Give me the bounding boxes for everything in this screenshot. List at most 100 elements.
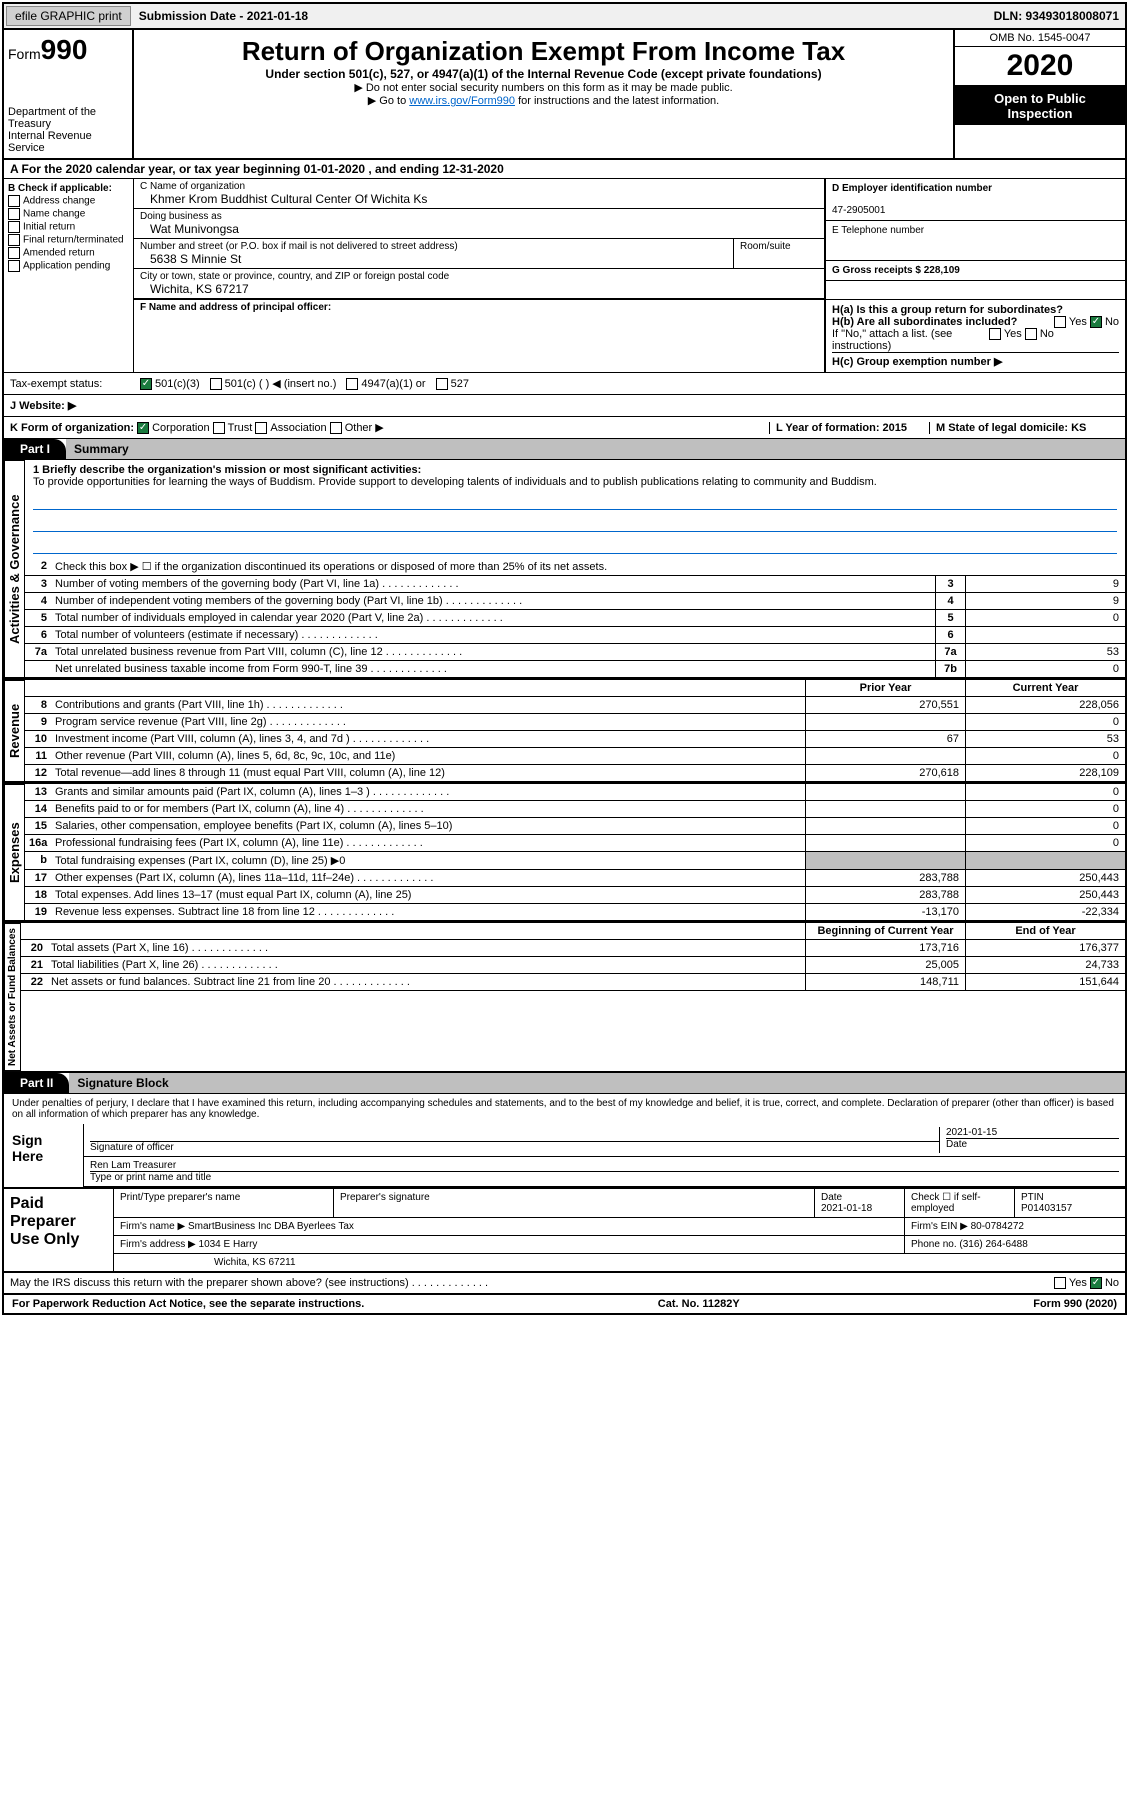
- prep-self-employed: Check ☐ if self-employed: [905, 1189, 1015, 1217]
- chk-4947[interactable]: [346, 378, 358, 390]
- prep-name-label: Print/Type preparer's name: [114, 1189, 334, 1217]
- chk-other[interactable]: [330, 422, 342, 434]
- instr-1: ▶ Do not enter social security numbers o…: [144, 81, 943, 94]
- line-22-end: 151,644: [965, 974, 1125, 990]
- chk-discuss-yes[interactable]: [1054, 1277, 1066, 1289]
- ha-label: H(a) Is this a group return for subordin…: [832, 304, 1063, 316]
- chk-ha-yes[interactable]: [1054, 316, 1066, 328]
- efile-button[interactable]: efile GRAPHIC print: [6, 6, 131, 26]
- form-number: 990: [41, 34, 88, 65]
- line-5-val: 0: [965, 610, 1125, 626]
- line-3-val: 9: [965, 576, 1125, 592]
- line-22-beg: 148,711: [805, 974, 965, 990]
- instr-2-post: for instructions and the latest informat…: [515, 95, 719, 107]
- line-11: Other revenue (Part VIII, column (A), li…: [51, 748, 805, 764]
- officer-name: Ren Lam Treasurer: [90, 1160, 176, 1171]
- line-16b: Total fundraising expenses (Part IX, col…: [51, 852, 805, 869]
- dba: Wat Munivongsa: [140, 222, 239, 236]
- city-state-zip: Wichita, KS 67217: [140, 282, 249, 296]
- line-7a: Total unrelated business revenue from Pa…: [51, 644, 935, 660]
- chk-501c3[interactable]: [140, 378, 152, 390]
- line-9-current: 0: [965, 714, 1125, 730]
- sidebar-netassets: Net Assets or Fund Balances: [4, 923, 21, 1071]
- chk-527[interactable]: [436, 378, 448, 390]
- tax-year: 2020: [955, 47, 1125, 87]
- line-19-prior: -13,170: [805, 904, 965, 920]
- line-18: Total expenses. Add lines 13–17 (must eq…: [51, 887, 805, 903]
- row-a-period: A For the 2020 calendar year, or tax yea…: [4, 160, 1125, 179]
- omb-number: OMB No. 1545-0047: [955, 30, 1125, 47]
- line-13: Grants and similar amounts paid (Part IX…: [51, 784, 805, 800]
- ein-label: D Employer identification number: [832, 183, 992, 194]
- city-label: City or town, state or province, country…: [140, 271, 449, 282]
- q2-text: Check this box ▶ ☐ if the organization d…: [51, 558, 1125, 575]
- officer-label: F Name and address of principal officer:: [140, 302, 331, 313]
- line-16b-current: [965, 852, 1125, 869]
- chk-assoc[interactable]: [255, 422, 267, 434]
- chk-hb-no[interactable]: [1025, 328, 1037, 340]
- phone-label: E Telephone number: [826, 221, 1125, 261]
- irs-link[interactable]: www.irs.gov/Form990: [409, 95, 515, 107]
- chk-ha-no[interactable]: [1090, 316, 1102, 328]
- chk-trust[interactable]: [213, 422, 225, 434]
- street-address: 5638 S Minnie St: [140, 252, 241, 266]
- chk-address-change[interactable]: [8, 195, 20, 207]
- chk-corp[interactable]: [137, 422, 149, 434]
- line-21-beg: 25,005: [805, 957, 965, 973]
- dba-label: Doing business as: [140, 211, 222, 222]
- line-18-current: 250,443: [965, 887, 1125, 903]
- h-note: If "No," attach a list. (see instruction…: [832, 328, 1119, 352]
- org-name: Khmer Krom Buddhist Cultural Center Of W…: [140, 192, 427, 206]
- firm-name: Firm's name ▶ SmartBusiness Inc DBA Byer…: [114, 1218, 905, 1235]
- sig-officer-label: Signature of officer: [90, 1141, 939, 1153]
- line-13-current: 0: [965, 784, 1125, 800]
- chk-discuss-no[interactable]: [1090, 1277, 1102, 1289]
- form-org-label: K Form of organization:: [10, 422, 134, 434]
- part1-tab: Part I: [4, 439, 66, 459]
- line-8-prior: 270,551: [805, 697, 965, 713]
- line-11-current: 0: [965, 748, 1125, 764]
- form-prefix: Form: [8, 46, 41, 62]
- line-17-prior: 283,788: [805, 870, 965, 886]
- line-4-val: 9: [965, 593, 1125, 609]
- website-label: J Website: ▶: [10, 399, 76, 412]
- tax-status-label: Tax-exempt status:: [10, 378, 130, 390]
- line-16a: Professional fundraising fees (Part IX, …: [51, 835, 805, 851]
- col-prior: Prior Year: [805, 680, 965, 696]
- line-21: Total liabilities (Part X, line 26): [47, 957, 805, 973]
- cat-no: Cat. No. 11282Y: [658, 1298, 740, 1310]
- line-10: Investment income (Part VIII, column (A)…: [51, 731, 805, 747]
- col-end: End of Year: [965, 923, 1125, 939]
- sidebar-expenses: Expenses: [4, 784, 25, 921]
- room-suite-label: Room/suite: [734, 239, 824, 269]
- instr-2-pre: ▶ Go to: [368, 95, 409, 107]
- chk-name-change[interactable]: [8, 208, 20, 220]
- col-b-label: B Check if applicable:: [8, 183, 129, 194]
- line-4: Number of independent voting members of …: [51, 593, 935, 609]
- chk-pending[interactable]: [8, 260, 20, 272]
- paperwork-notice: For Paperwork Reduction Act Notice, see …: [12, 1298, 364, 1310]
- col-beginning: Beginning of Current Year: [805, 923, 965, 939]
- hb-label: H(b) Are all subordinates included?: [832, 316, 1017, 328]
- ruled-line: [33, 492, 1117, 510]
- chk-501c[interactable]: [210, 378, 222, 390]
- oath-text: Under penalties of perjury, I declare th…: [4, 1094, 1125, 1124]
- line-9-prior: [805, 714, 965, 730]
- line-9: Program service revenue (Part VIII, line…: [51, 714, 805, 730]
- chk-hb-yes[interactable]: [989, 328, 1001, 340]
- line-18-prior: 283,788: [805, 887, 965, 903]
- line-16a-current: 0: [965, 835, 1125, 851]
- sidebar-revenue: Revenue: [4, 680, 25, 782]
- line-20: Total assets (Part X, line 16): [47, 940, 805, 956]
- col-b-checkboxes: B Check if applicable: Address change Na…: [4, 179, 134, 372]
- chk-final-return[interactable]: [8, 234, 20, 246]
- line-10-current: 53: [965, 731, 1125, 747]
- line-6-val: [965, 627, 1125, 643]
- ruled-line: [33, 514, 1117, 532]
- mission-text: To provide opportunities for learning th…: [33, 476, 1117, 488]
- col-current: Current Year: [965, 680, 1125, 696]
- chk-amended[interactable]: [8, 247, 20, 259]
- chk-initial-return[interactable]: [8, 221, 20, 233]
- line-20-beg: 173,716: [805, 940, 965, 956]
- line-8-current: 228,056: [965, 697, 1125, 713]
